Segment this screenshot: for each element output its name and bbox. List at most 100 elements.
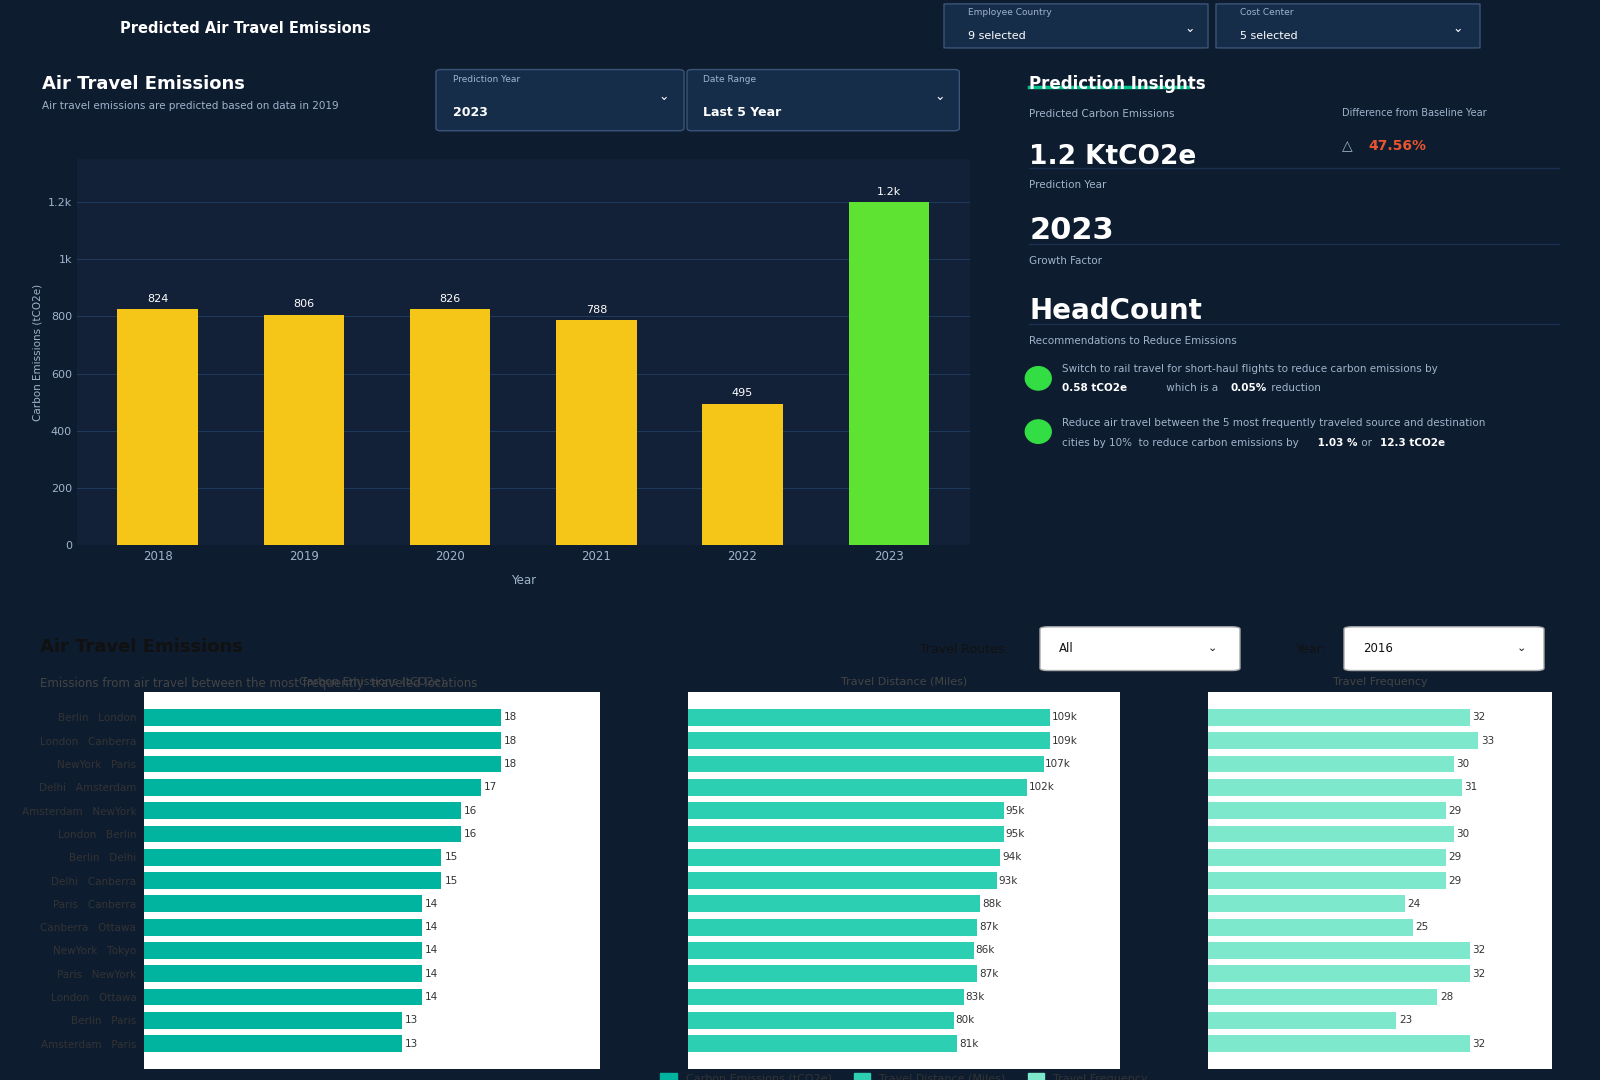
Text: 2023: 2023 (1029, 216, 1114, 245)
Title: Travel Frequency: Travel Frequency (1333, 677, 1427, 687)
Text: 15: 15 (445, 852, 458, 862)
Text: 2016: 2016 (1363, 642, 1394, 654)
Bar (410, 309, 490, 545)
Bar (144, 732, 501, 750)
Text: 806: 806 (293, 299, 315, 309)
Bar (688, 1012, 954, 1029)
Bar (144, 849, 442, 866)
Point (1019, 81, 1038, 94)
Text: 32: 32 (1472, 713, 1486, 723)
FancyBboxPatch shape (1344, 626, 1544, 671)
Text: 16: 16 (464, 829, 477, 839)
Bar (117, 309, 198, 545)
Text: 14: 14 (424, 945, 438, 956)
Text: Switch to rail travel for short-haul flights to reduce carbon emissions by: Switch to rail travel for short-haul fli… (1062, 364, 1437, 374)
Text: 47.56%: 47.56% (1368, 138, 1426, 152)
Circle shape (1026, 420, 1051, 443)
Bar (688, 849, 1000, 866)
Text: 16: 16 (464, 806, 477, 815)
Text: or: or (1358, 438, 1376, 448)
Text: Emissions from air travel between the most frequently  traveled locations: Emissions from air travel between the mo… (40, 677, 477, 690)
Bar (144, 1012, 402, 1029)
Text: 29: 29 (1448, 852, 1461, 862)
Bar (688, 988, 963, 1005)
Text: 28: 28 (1440, 993, 1453, 1002)
Bar (1208, 779, 1462, 796)
Bar (144, 756, 501, 772)
Bar (144, 919, 421, 935)
Text: 94k: 94k (1002, 852, 1021, 862)
Text: 5 selected: 5 selected (1240, 31, 1298, 41)
Title: Carbon Emissions (tCO2e): Carbon Emissions (tCO2e) (299, 677, 445, 687)
Bar (1208, 1012, 1397, 1029)
Bar (688, 895, 981, 913)
FancyBboxPatch shape (1040, 626, 1240, 671)
Text: 2023: 2023 (453, 106, 488, 119)
Text: 1.03 %: 1.03 % (1315, 438, 1358, 448)
Text: Year:: Year: (1296, 644, 1326, 657)
Bar (848, 202, 930, 545)
Text: 109k: 109k (1051, 735, 1078, 746)
Text: 12.3 tCO2e: 12.3 tCO2e (1379, 438, 1445, 448)
Text: All: All (1059, 642, 1074, 654)
Text: 87k: 87k (979, 969, 998, 978)
Text: 17: 17 (485, 782, 498, 793)
Text: HeadCount: HeadCount (1029, 297, 1202, 325)
Text: 788: 788 (586, 305, 606, 314)
Bar (144, 895, 421, 913)
Legend: Carbon Emissions (tCO2e), Travel Distance (Miles), Travel Frequency: Carbon Emissions (tCO2e), Travel Distanc… (656, 1068, 1152, 1080)
Bar (1208, 825, 1454, 842)
Text: Date Range: Date Range (704, 75, 757, 83)
Text: 9 selected: 9 selected (968, 31, 1026, 41)
Bar (1208, 732, 1478, 750)
Text: reduction: reduction (1267, 383, 1320, 393)
Text: ⌄: ⌄ (1453, 22, 1464, 35)
Text: 81k: 81k (958, 1039, 978, 1049)
Bar (1208, 966, 1470, 982)
Text: 1.2k: 1.2k (877, 187, 901, 197)
Bar (688, 966, 978, 982)
Text: Predicted Air Travel Emissions: Predicted Air Travel Emissions (120, 21, 371, 36)
Bar (1208, 1036, 1470, 1052)
Bar (1208, 873, 1445, 889)
Bar (688, 732, 1050, 750)
Bar (1208, 710, 1470, 726)
Bar (688, 942, 974, 959)
Text: 80k: 80k (955, 1015, 974, 1025)
Bar (144, 1036, 402, 1052)
Text: 0.58 tCO2e: 0.58 tCO2e (1062, 383, 1126, 393)
Text: Travel Routes:: Travel Routes: (920, 644, 1008, 657)
Text: 83k: 83k (965, 993, 986, 1002)
Text: 13: 13 (405, 1015, 418, 1025)
Text: 14: 14 (424, 922, 438, 932)
Text: ⌄: ⌄ (1208, 644, 1218, 653)
X-axis label: Year: Year (510, 575, 536, 588)
Text: 109k: 109k (1051, 713, 1078, 723)
Text: 86k: 86k (976, 945, 995, 956)
Bar (688, 710, 1050, 726)
Y-axis label: Carbon Emissions (tCO2e): Carbon Emissions (tCO2e) (32, 284, 42, 420)
Text: △: △ (1341, 138, 1362, 152)
Text: 0.05%: 0.05% (1230, 383, 1267, 393)
Text: 33: 33 (1480, 735, 1494, 746)
Text: 24: 24 (1406, 899, 1421, 909)
Text: 14: 14 (424, 993, 438, 1002)
Bar (144, 966, 421, 982)
Bar (144, 710, 501, 726)
Text: 32: 32 (1472, 1039, 1486, 1049)
Text: 88k: 88k (982, 899, 1002, 909)
Bar (702, 404, 782, 545)
Bar (688, 919, 978, 935)
Text: 1.2 KtCO2e: 1.2 KtCO2e (1029, 144, 1197, 170)
Title: Travel Distance (Miles): Travel Distance (Miles) (842, 677, 966, 687)
Bar (1208, 849, 1445, 866)
Text: Prediction Year: Prediction Year (453, 75, 520, 83)
Text: Prediction Insights: Prediction Insights (1029, 75, 1206, 93)
Text: 495: 495 (731, 389, 754, 399)
Text: 107k: 107k (1045, 759, 1070, 769)
Text: 826: 826 (440, 294, 461, 303)
Text: ⌄: ⌄ (1184, 22, 1195, 35)
Text: Air Travel Emissions: Air Travel Emissions (42, 75, 245, 93)
Text: which is a: which is a (1163, 383, 1221, 393)
FancyBboxPatch shape (1216, 4, 1480, 48)
